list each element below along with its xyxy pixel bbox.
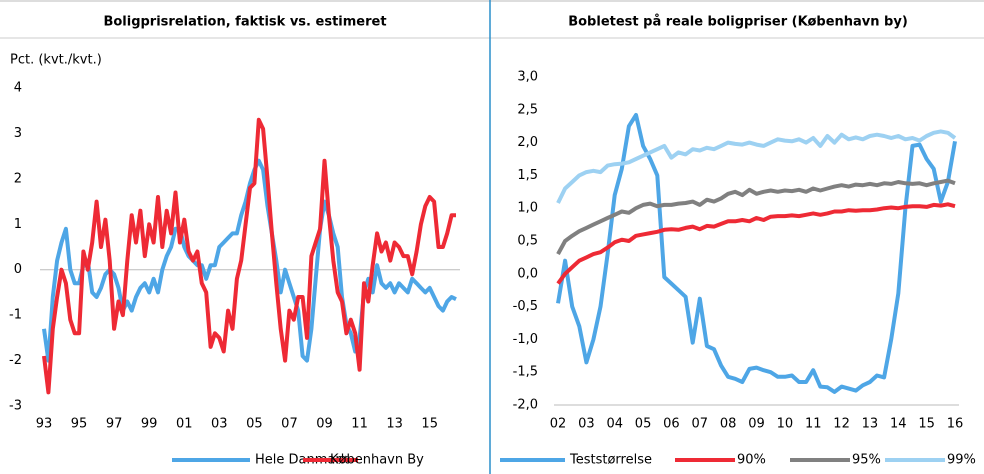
y-tick-label: 1,5 xyxy=(517,168,538,183)
x-tick-label: 01 xyxy=(176,417,193,432)
y-axis-label: Pct. (kvt./kvt.) xyxy=(10,53,102,68)
x-tick-label: 09 xyxy=(316,417,333,432)
y-tick-label: -1,0 xyxy=(513,332,538,347)
series-line xyxy=(556,202,956,285)
x-tick-label: 13 xyxy=(862,417,879,432)
x-tick-label: 02 xyxy=(550,417,567,432)
y-tick-label: 1 xyxy=(14,217,22,232)
series-line xyxy=(42,117,456,395)
x-tick-label: 05 xyxy=(635,417,652,432)
x-tick-label: 10 xyxy=(777,417,794,432)
x-tick-label: 99 xyxy=(141,417,158,432)
y-tick-label: 3,0 xyxy=(517,70,538,85)
legend-label: 90% xyxy=(737,453,766,468)
y-tick-label: 0,5 xyxy=(517,234,538,249)
series-line xyxy=(556,178,956,256)
x-tick-label: 11 xyxy=(805,417,822,432)
y-tick-label: 2 xyxy=(14,171,22,186)
x-tick-label: 16 xyxy=(947,417,964,432)
y-tick-label: 2,5 xyxy=(517,102,538,117)
x-tick-label: 06 xyxy=(663,417,680,432)
chart-title: Bobletest på reale boligpriser (Københav… xyxy=(568,15,908,30)
x-tick-label: 07 xyxy=(281,417,298,432)
y-tick-label: 0 xyxy=(14,262,22,277)
y-tick-label: 3 xyxy=(14,126,22,141)
y-tick-label: -1 xyxy=(9,308,22,323)
series-line xyxy=(42,158,457,363)
series-line xyxy=(556,113,957,394)
x-tick-label: 13 xyxy=(386,417,403,432)
x-tick-label: 15 xyxy=(918,417,935,432)
x-tick-label: 05 xyxy=(246,417,263,432)
x-tick-label: 08 xyxy=(720,417,737,432)
y-tick-label: -2,0 xyxy=(513,398,538,413)
series-line xyxy=(556,129,957,204)
x-tick-label: 12 xyxy=(833,417,850,432)
y-tick-label: 4 xyxy=(14,81,22,96)
x-tick-label: 11 xyxy=(351,417,368,432)
y-tick-label: 0,0 xyxy=(517,266,538,281)
legend-label: 99% xyxy=(947,453,976,468)
y-tick-label: -0,5 xyxy=(513,299,538,314)
x-tick-label: 97 xyxy=(106,417,123,432)
legend-label: Teststørrelse xyxy=(569,453,652,468)
y-tick-label: -2 xyxy=(9,353,22,368)
y-tick-label: -1,5 xyxy=(513,365,538,380)
x-tick-label: 15 xyxy=(421,417,438,432)
chart-title: Boligprisrelation, faktisk vs. estimeret xyxy=(103,15,386,30)
x-tick-label: 03 xyxy=(578,417,595,432)
y-tick-label: -3 xyxy=(9,399,22,414)
legend-label: 95% xyxy=(852,453,881,468)
y-tick-label: 1,0 xyxy=(517,201,538,216)
legend-label: København By xyxy=(330,453,424,468)
legend-label: Hele Danmark xyxy=(255,453,349,468)
x-tick-label: 95 xyxy=(71,417,88,432)
x-tick-label: 04 xyxy=(606,417,623,432)
x-tick-label: 07 xyxy=(692,417,709,432)
x-tick-label: 93 xyxy=(36,417,53,432)
x-tick-label: 14 xyxy=(890,417,907,432)
x-tick-label: 03 xyxy=(211,417,228,432)
y-tick-label: 2,0 xyxy=(517,135,538,150)
x-tick-label: 09 xyxy=(748,417,765,432)
